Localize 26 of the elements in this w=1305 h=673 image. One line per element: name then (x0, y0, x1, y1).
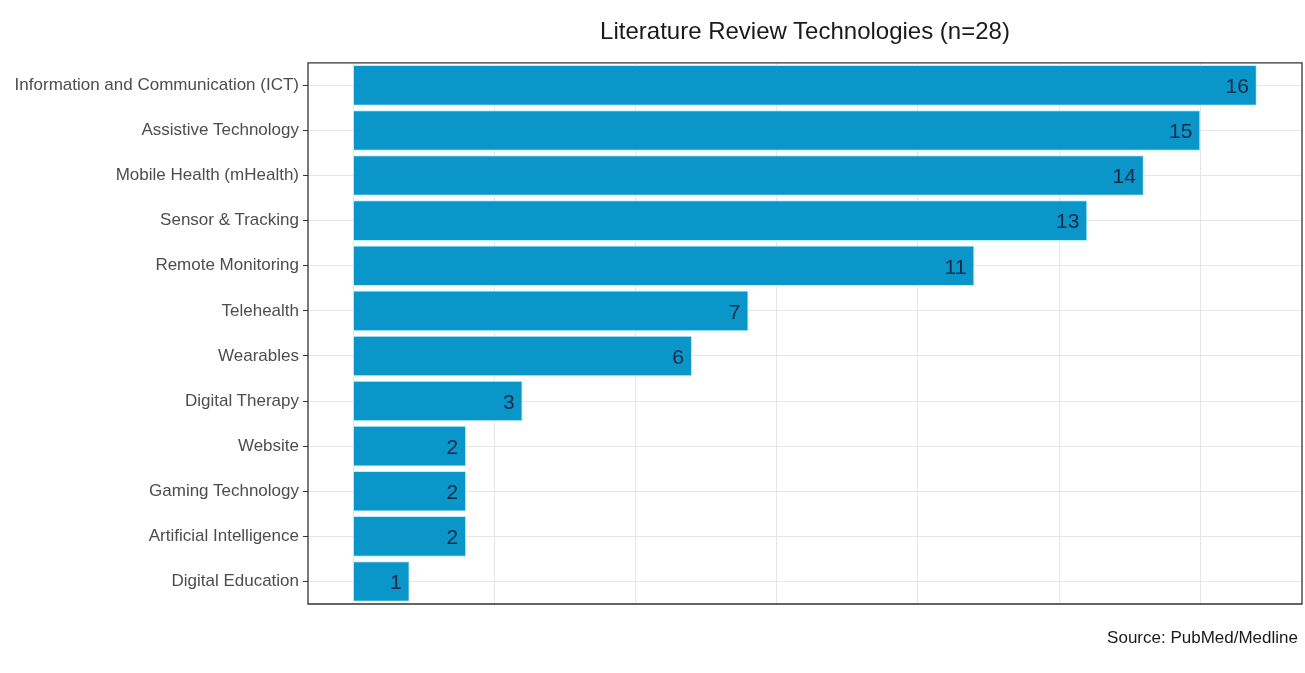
data-label: 1 (389, 570, 402, 594)
y-tick-label: Telehealth (221, 300, 299, 320)
data-label: 2 (446, 525, 459, 549)
chart-title: Literature Review Technologies (n=28) (600, 17, 1010, 45)
y-tick-label: Gaming Technology (149, 480, 300, 500)
y-tick-label: Remote Monitoring (155, 255, 299, 275)
data-label: 2 (446, 434, 459, 458)
data-label: 14 (1112, 164, 1137, 188)
y-tick-label: Assistive Technology (141, 120, 300, 140)
data-label: 11 (944, 254, 967, 278)
data-label: 15 (1168, 119, 1193, 143)
data-label: 16 (1225, 74, 1249, 98)
y-tick-label: Digital Therapy (184, 390, 300, 410)
data-label: 13 (1056, 209, 1080, 233)
data-label: 7 (728, 299, 741, 323)
y-tick-label: Digital Education (171, 571, 299, 591)
y-tick-label: Sensor & Tracking (160, 210, 299, 230)
y-tick-label: Wearables (218, 345, 299, 365)
y-tick-label: Artificial Intelligence (148, 526, 299, 546)
data-label: 2 (446, 480, 459, 504)
data-label: 6 (672, 344, 685, 368)
data-label: 3 (502, 389, 515, 413)
source-note: Source: PubMed/Medline (1107, 627, 1298, 647)
y-tick-label: Information and Communication (ICT) (14, 75, 299, 95)
y-tick-label: Website (237, 435, 299, 455)
y-tick-label: Mobile Health (mHealth) (115, 165, 299, 185)
